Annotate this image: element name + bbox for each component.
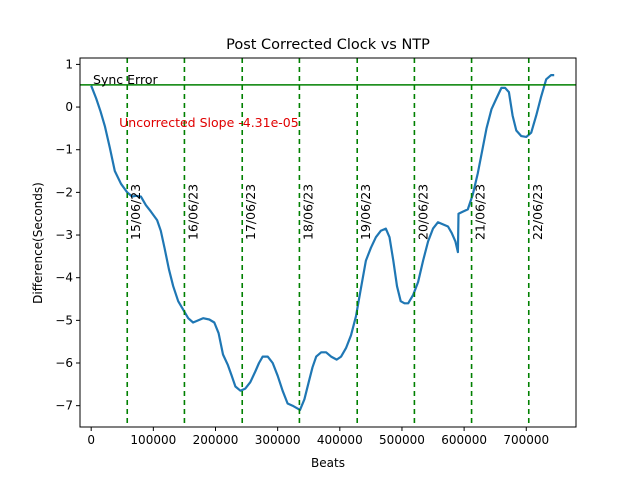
day-marker-label: 15/06/23 — [128, 184, 143, 240]
x-tick-label: 100000 — [130, 433, 176, 447]
y-tick-label: −2 — [55, 185, 73, 199]
x-tick-label: 600000 — [441, 433, 487, 447]
series-line — [90, 74, 555, 411]
y-tick-label: 0 — [65, 100, 73, 114]
slope-annotation: Uncorrected Slope -4.31e-05 — [119, 115, 299, 130]
x-tick-label: 700000 — [503, 433, 549, 447]
x-tick-label: 400000 — [317, 433, 363, 447]
day-marker-label: 16/06/23 — [185, 184, 200, 240]
y-tick-label: −7 — [55, 399, 73, 413]
day-marker-label: 22/06/23 — [530, 184, 545, 240]
day-marker-label: 20/06/23 — [415, 184, 430, 240]
plot-frame — [79, 57, 577, 428]
x-axis-label: Beats — [311, 456, 345, 470]
day-marker-label: 21/06/23 — [473, 184, 488, 240]
y-tick-label: −6 — [55, 356, 73, 370]
y-axis-label: Difference(Seconds) — [31, 182, 45, 304]
x-tick-label: 300000 — [255, 433, 301, 447]
x-tick-label: 500000 — [379, 433, 425, 447]
day-marker-label: 18/06/23 — [300, 184, 315, 240]
chart-title: Post Corrected Clock vs NTP — [226, 37, 430, 53]
x-tick-label: 200000 — [193, 433, 239, 447]
day-marker-label: 19/06/23 — [358, 184, 373, 240]
y-tick-label: −4 — [55, 271, 73, 285]
y-tick-label: −1 — [55, 143, 73, 157]
y-tick-label: −5 — [55, 313, 73, 327]
y-tick-label: −3 — [55, 228, 73, 242]
y-tick-label: 1 — [65, 57, 73, 71]
day-marker-label: 17/06/23 — [243, 184, 258, 240]
x-tick-label: 0 — [87, 433, 95, 447]
sync-error-label: Sync Error — [93, 72, 158, 87]
